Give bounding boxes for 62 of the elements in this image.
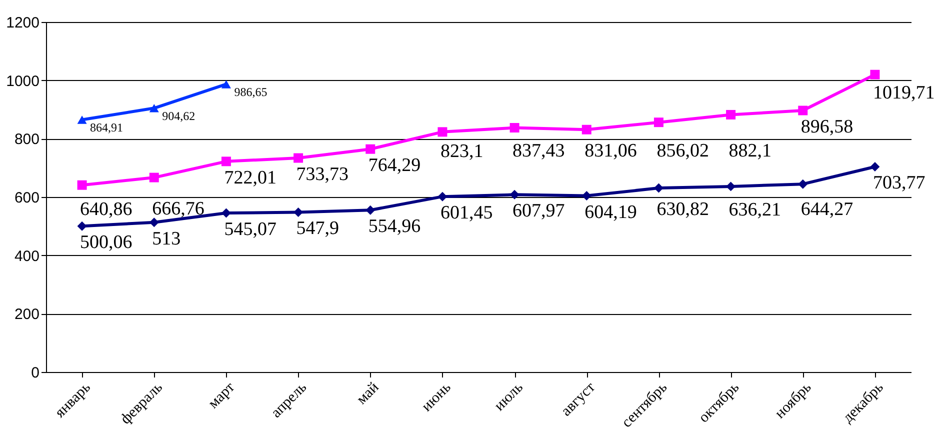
point (654, 183, 664, 193)
data-label: 547,9 (296, 218, 340, 240)
data-label: 733,73 (296, 164, 349, 185)
point (366, 205, 376, 215)
data-label: 513 (152, 228, 181, 250)
point (438, 127, 448, 137)
data-label: 904,62 (162, 109, 196, 124)
data-label: 896,58 (800, 116, 854, 138)
point (77, 221, 87, 231)
data-label: 607,97 (512, 200, 565, 222)
data-label: 604,19 (584, 202, 637, 223)
point (77, 116, 87, 124)
data-label: 837,43 (512, 140, 565, 162)
data-label: 636,21 (728, 199, 782, 220)
data-label: 666,76 (152, 198, 204, 220)
point (726, 110, 736, 120)
data-label: 554,96 (368, 216, 421, 238)
y-tick-label: 200 (14, 306, 40, 324)
point (221, 156, 231, 166)
point (510, 190, 520, 200)
point (149, 104, 159, 112)
point (726, 182, 736, 192)
point (149, 218, 159, 228)
point (870, 162, 880, 172)
point (510, 123, 520, 132)
point (294, 207, 304, 217)
y-tick-label: 800 (14, 131, 40, 148)
y-tick-label: 1000 (6, 72, 40, 90)
data-label: 644,27 (800, 199, 854, 220)
data-label: 601,45 (440, 202, 493, 224)
y-tick-label: 600 (14, 190, 40, 206)
data-label: 831,06 (584, 140, 637, 162)
point (221, 80, 231, 88)
point (798, 179, 808, 189)
point (582, 124, 592, 134)
point (294, 153, 304, 163)
data-label: 823,1 (440, 140, 484, 162)
data-label: 1019,71 (872, 82, 935, 104)
data-label: 703,77 (872, 172, 926, 194)
y-tick-label: 1200 (6, 14, 40, 32)
data-label: 545,07 (224, 219, 276, 240)
point (77, 180, 87, 190)
data-label: 630,82 (656, 199, 709, 220)
point (870, 70, 880, 80)
data-label: 500,06 (80, 232, 132, 254)
point (438, 192, 448, 202)
data-label: 882,1 (728, 140, 772, 162)
point (149, 172, 159, 182)
point (654, 118, 664, 128)
x-tick-label: май (354, 380, 382, 408)
point (366, 144, 376, 154)
point (798, 106, 808, 116)
data-label: 986,65 (234, 85, 268, 100)
y-tick-label: 0 (31, 364, 40, 382)
data-label: 764,29 (368, 155, 421, 176)
point (582, 191, 592, 201)
y-tick-label: 400 (14, 248, 40, 265)
point (221, 208, 231, 218)
data-label: 856,02 (656, 140, 709, 162)
data-label: 722,01 (224, 167, 276, 188)
data-label: 864,91 (90, 120, 124, 135)
data-label: 640,86 (80, 199, 132, 220)
